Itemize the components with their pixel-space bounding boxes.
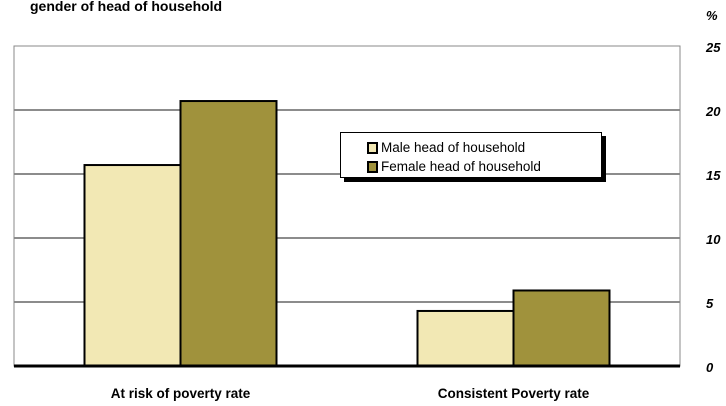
legend-item-female: Female head of household: [341, 157, 601, 176]
legend-label-female: Female head of household: [381, 159, 541, 174]
axes: [13, 45, 681, 368]
legend-swatch-female: [367, 160, 378, 173]
y-tick-label: 10: [706, 232, 721, 247]
y-tick-label: 20: [705, 104, 721, 119]
legend: Male head of household Female head of ho…: [340, 132, 602, 178]
y-axis-label: %: [706, 8, 718, 23]
x-category-label: At risk of poverty rate: [111, 386, 251, 401]
bar-male-1: [416, 309, 515, 367]
legend-item-male: Male head of household: [341, 138, 601, 157]
y-tick-label: 5: [706, 296, 714, 311]
legend-label-male: Male head of household: [381, 140, 526, 155]
bar-male-0: [83, 164, 182, 367]
y-tick-label: 0: [706, 360, 714, 375]
bar-female-1: [512, 289, 611, 368]
chart-title: gender of head of household: [30, 0, 223, 14]
x-category-label: Consistent Poverty rate: [438, 386, 590, 401]
legend-swatch-male: [367, 141, 378, 154]
y-tick-label: 25: [705, 40, 721, 55]
y-tick-label: 15: [706, 168, 721, 183]
axis-labels: 0 5 10 15 20 25% At risk of poverty rate Consis…: [111, 8, 722, 401]
bar-female-0: [179, 100, 278, 367]
